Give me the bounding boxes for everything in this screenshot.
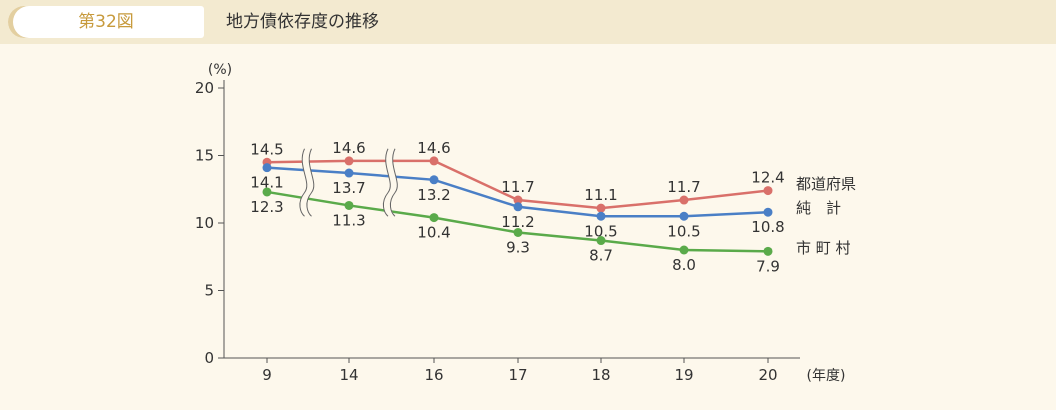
legend-label: 市 町 村 — [796, 239, 851, 257]
axis-break-gap — [383, 147, 398, 219]
x-tick-label: 14 — [339, 366, 358, 384]
data-point — [763, 207, 773, 217]
axis-break-mark — [299, 148, 308, 217]
data-point — [763, 246, 773, 256]
y-tick-label: 5 — [204, 282, 214, 300]
data-label: 11.1 — [584, 186, 617, 204]
data-label: 10.8 — [751, 218, 784, 236]
y-axis-label: (%) — [208, 62, 232, 78]
data-label: 9.3 — [506, 238, 530, 256]
x-tick-label: 17 — [508, 366, 527, 384]
data-label: 11.2 — [501, 213, 534, 231]
x-tick-label: 19 — [674, 366, 693, 384]
y-tick-label: 20 — [195, 79, 214, 97]
data-point — [429, 213, 439, 223]
data-label: 11.7 — [667, 178, 700, 196]
data-point — [513, 227, 523, 237]
data-label: 12.3 — [250, 198, 283, 216]
data-point — [596, 203, 606, 213]
legend-label: 都道府県 — [796, 175, 856, 193]
data-label: 14.6 — [417, 139, 450, 157]
x-axis-label: (年度) — [807, 368, 846, 384]
x-tick-label: 18 — [591, 366, 610, 384]
figure-title: 地方債依存度の推移 — [226, 12, 379, 32]
data-point — [763, 186, 773, 196]
data-point — [429, 156, 439, 166]
data-point — [679, 195, 689, 205]
data-label: 14.1 — [250, 174, 283, 192]
data-label: 11.3 — [332, 211, 365, 229]
data-label: 13.7 — [332, 179, 365, 197]
chart-series — [262, 147, 773, 256]
figure-number-badge: 第32図 — [8, 6, 204, 38]
x-tick-label: 16 — [424, 366, 443, 384]
data-point — [679, 211, 689, 221]
x-tick-label: 20 — [758, 366, 777, 384]
data-point — [262, 163, 272, 173]
data-point — [596, 236, 606, 246]
legend-label: 純 計 — [796, 199, 841, 217]
data-point — [344, 168, 354, 178]
data-point — [429, 175, 439, 185]
x-tick-label: 9 — [262, 366, 272, 384]
y-tick-label: 15 — [195, 147, 214, 165]
data-label: 14.6 — [332, 139, 365, 157]
data-point — [262, 187, 272, 197]
data-label: 7.9 — [756, 257, 780, 275]
axis-break-mark — [382, 148, 391, 217]
data-label: 11.7 — [501, 178, 534, 196]
data-point — [513, 195, 523, 205]
y-tick-label: 10 — [195, 214, 214, 232]
axis-break-gap — [299, 147, 314, 219]
axis-break-mark — [389, 148, 398, 217]
data-label: 10.5 — [584, 222, 617, 240]
y-tick-label: 0 — [204, 349, 214, 367]
data-point — [679, 245, 689, 255]
data-label: 10.5 — [667, 222, 700, 240]
data-label: 10.4 — [417, 224, 450, 242]
axis-break-mark — [306, 148, 315, 217]
figure-header: 第32図 地方債依存度の推移 — [0, 0, 1056, 44]
data-point — [596, 211, 606, 221]
data-point — [344, 200, 354, 210]
data-label: 8.0 — [672, 256, 696, 274]
data-label: 13.2 — [417, 186, 450, 204]
data-point — [344, 156, 354, 166]
data-point — [513, 202, 523, 212]
chart-labels: 14.5 14.6 14.6 11.7 11.1 11.7 12.4 14.1 13.7 13.2… — [250, 139, 856, 275]
data-label: 8.7 — [589, 247, 613, 265]
data-label: 12.4 — [751, 169, 784, 187]
data-label: 14.5 — [250, 140, 283, 158]
